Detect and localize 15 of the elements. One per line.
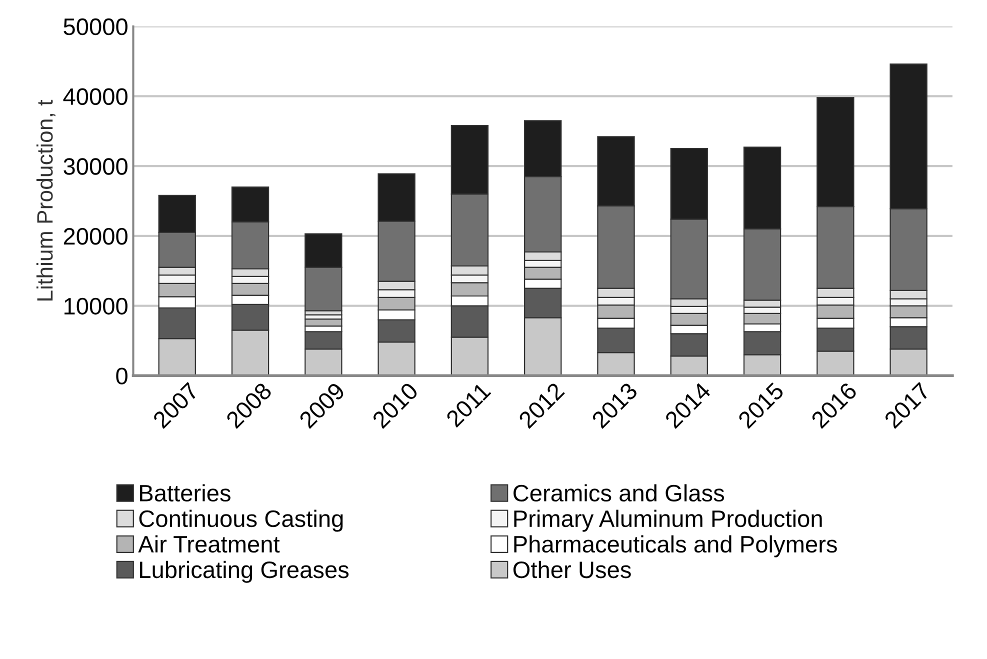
legend-label: Other Uses — [513, 560, 631, 578]
legend-label: Air Treatment — [138, 535, 280, 553]
legend-label: Lubricating Greases — [140, 560, 349, 583]
legend-label: Pharmaceuticals and Polymers — [514, 535, 837, 558]
legend-label: Primary Aluminum Production — [514, 510, 822, 532]
y-axis-title: Lithium Production, t — [36, 100, 56, 300]
legend-label: Ceramics and Glass — [514, 484, 724, 502]
legend-label: Continuous Casting — [139, 510, 343, 532]
y-tick-label: 0 — [116, 368, 128, 384]
y-tick-label: 30000 — [64, 158, 128, 175]
legend-label: Batteries — [140, 484, 230, 502]
y-tick-label: 40000 — [63, 88, 128, 105]
y-tick-label: 50000 — [64, 18, 128, 36]
y-tick-label: 10000 — [64, 298, 128, 315]
y-tick-label: 20000 — [64, 228, 128, 245]
